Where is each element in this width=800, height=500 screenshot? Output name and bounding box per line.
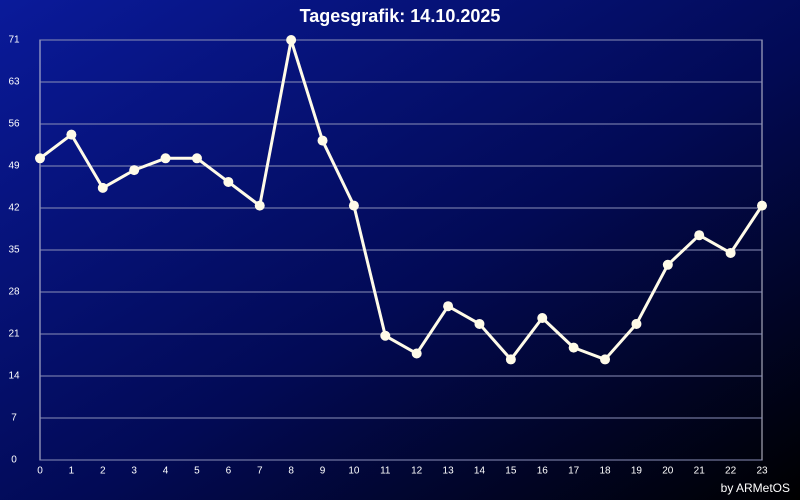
data-point [474,318,485,329]
data-point [66,129,77,140]
y-tick-label: 49 [8,161,20,172]
data-point [160,153,171,164]
x-tick-label: 22 [725,466,737,477]
data-point [443,301,454,312]
data-point [505,354,516,365]
y-tick-label: 71 [8,35,20,46]
x-tick-label: 1 [69,466,75,477]
x-tick-label: 6 [226,466,232,477]
data-point [191,153,202,164]
data-point [411,348,422,359]
x-tick-label: 18 [599,466,611,477]
data-point [35,153,45,164]
x-tick-label: 17 [568,466,580,477]
data-point [129,165,140,176]
x-tick-label: 9 [320,466,326,477]
footer: by ARMetOS [721,481,790,495]
x-tick-label: 0 [37,466,43,477]
x-tick-label: 21 [694,466,706,477]
x-tick-label: 23 [756,466,768,477]
x-tick-label: 2 [100,466,106,477]
x-tick-label: 20 [662,466,674,477]
x-tick-label: 7 [257,466,263,477]
data-point [662,259,673,270]
data-point [725,247,736,258]
y-tick-label: 35 [8,245,20,256]
y-tick-label: 56 [8,119,20,130]
x-tick-label: 11 [380,466,391,477]
x-tick-label: 13 [443,466,455,477]
data-point [223,176,234,187]
data-point [286,35,297,45]
x-tick-label: 8 [288,466,294,477]
x-tick-label: 10 [348,466,360,477]
data-line [39,38,764,361]
data-point [254,200,265,211]
x-tick-label: 19 [631,466,643,477]
x-tick-label: 3 [131,466,137,477]
x-tick-label: 4 [163,466,169,477]
data-point [317,135,328,146]
x-tick-label: 14 [474,466,486,477]
data-point [757,200,767,211]
y-tick-label: 7 [11,413,17,424]
data-point [631,318,642,329]
data-point [380,330,391,341]
data-point [568,342,579,353]
x-tick-label: 15 [505,466,517,477]
y-tick-label: 63 [8,77,20,88]
chart-title: Tagesgrafik: 14.10.2025 [300,6,501,26]
y-tick-label: 14 [8,371,20,382]
data-point [348,200,359,211]
y-tick-label: 42 [8,203,20,214]
data-point [97,182,108,193]
y-tick-label: 0 [11,455,17,466]
y-tick-label: 28 [8,287,20,298]
x-tick-label: 16 [537,466,549,477]
data-point [537,313,548,324]
x-tick-label: 5 [194,466,200,477]
data-point [600,354,611,365]
x-tick-label: 12 [411,466,423,477]
data-point [694,230,705,241]
y-tick-label: 21 [8,329,20,340]
